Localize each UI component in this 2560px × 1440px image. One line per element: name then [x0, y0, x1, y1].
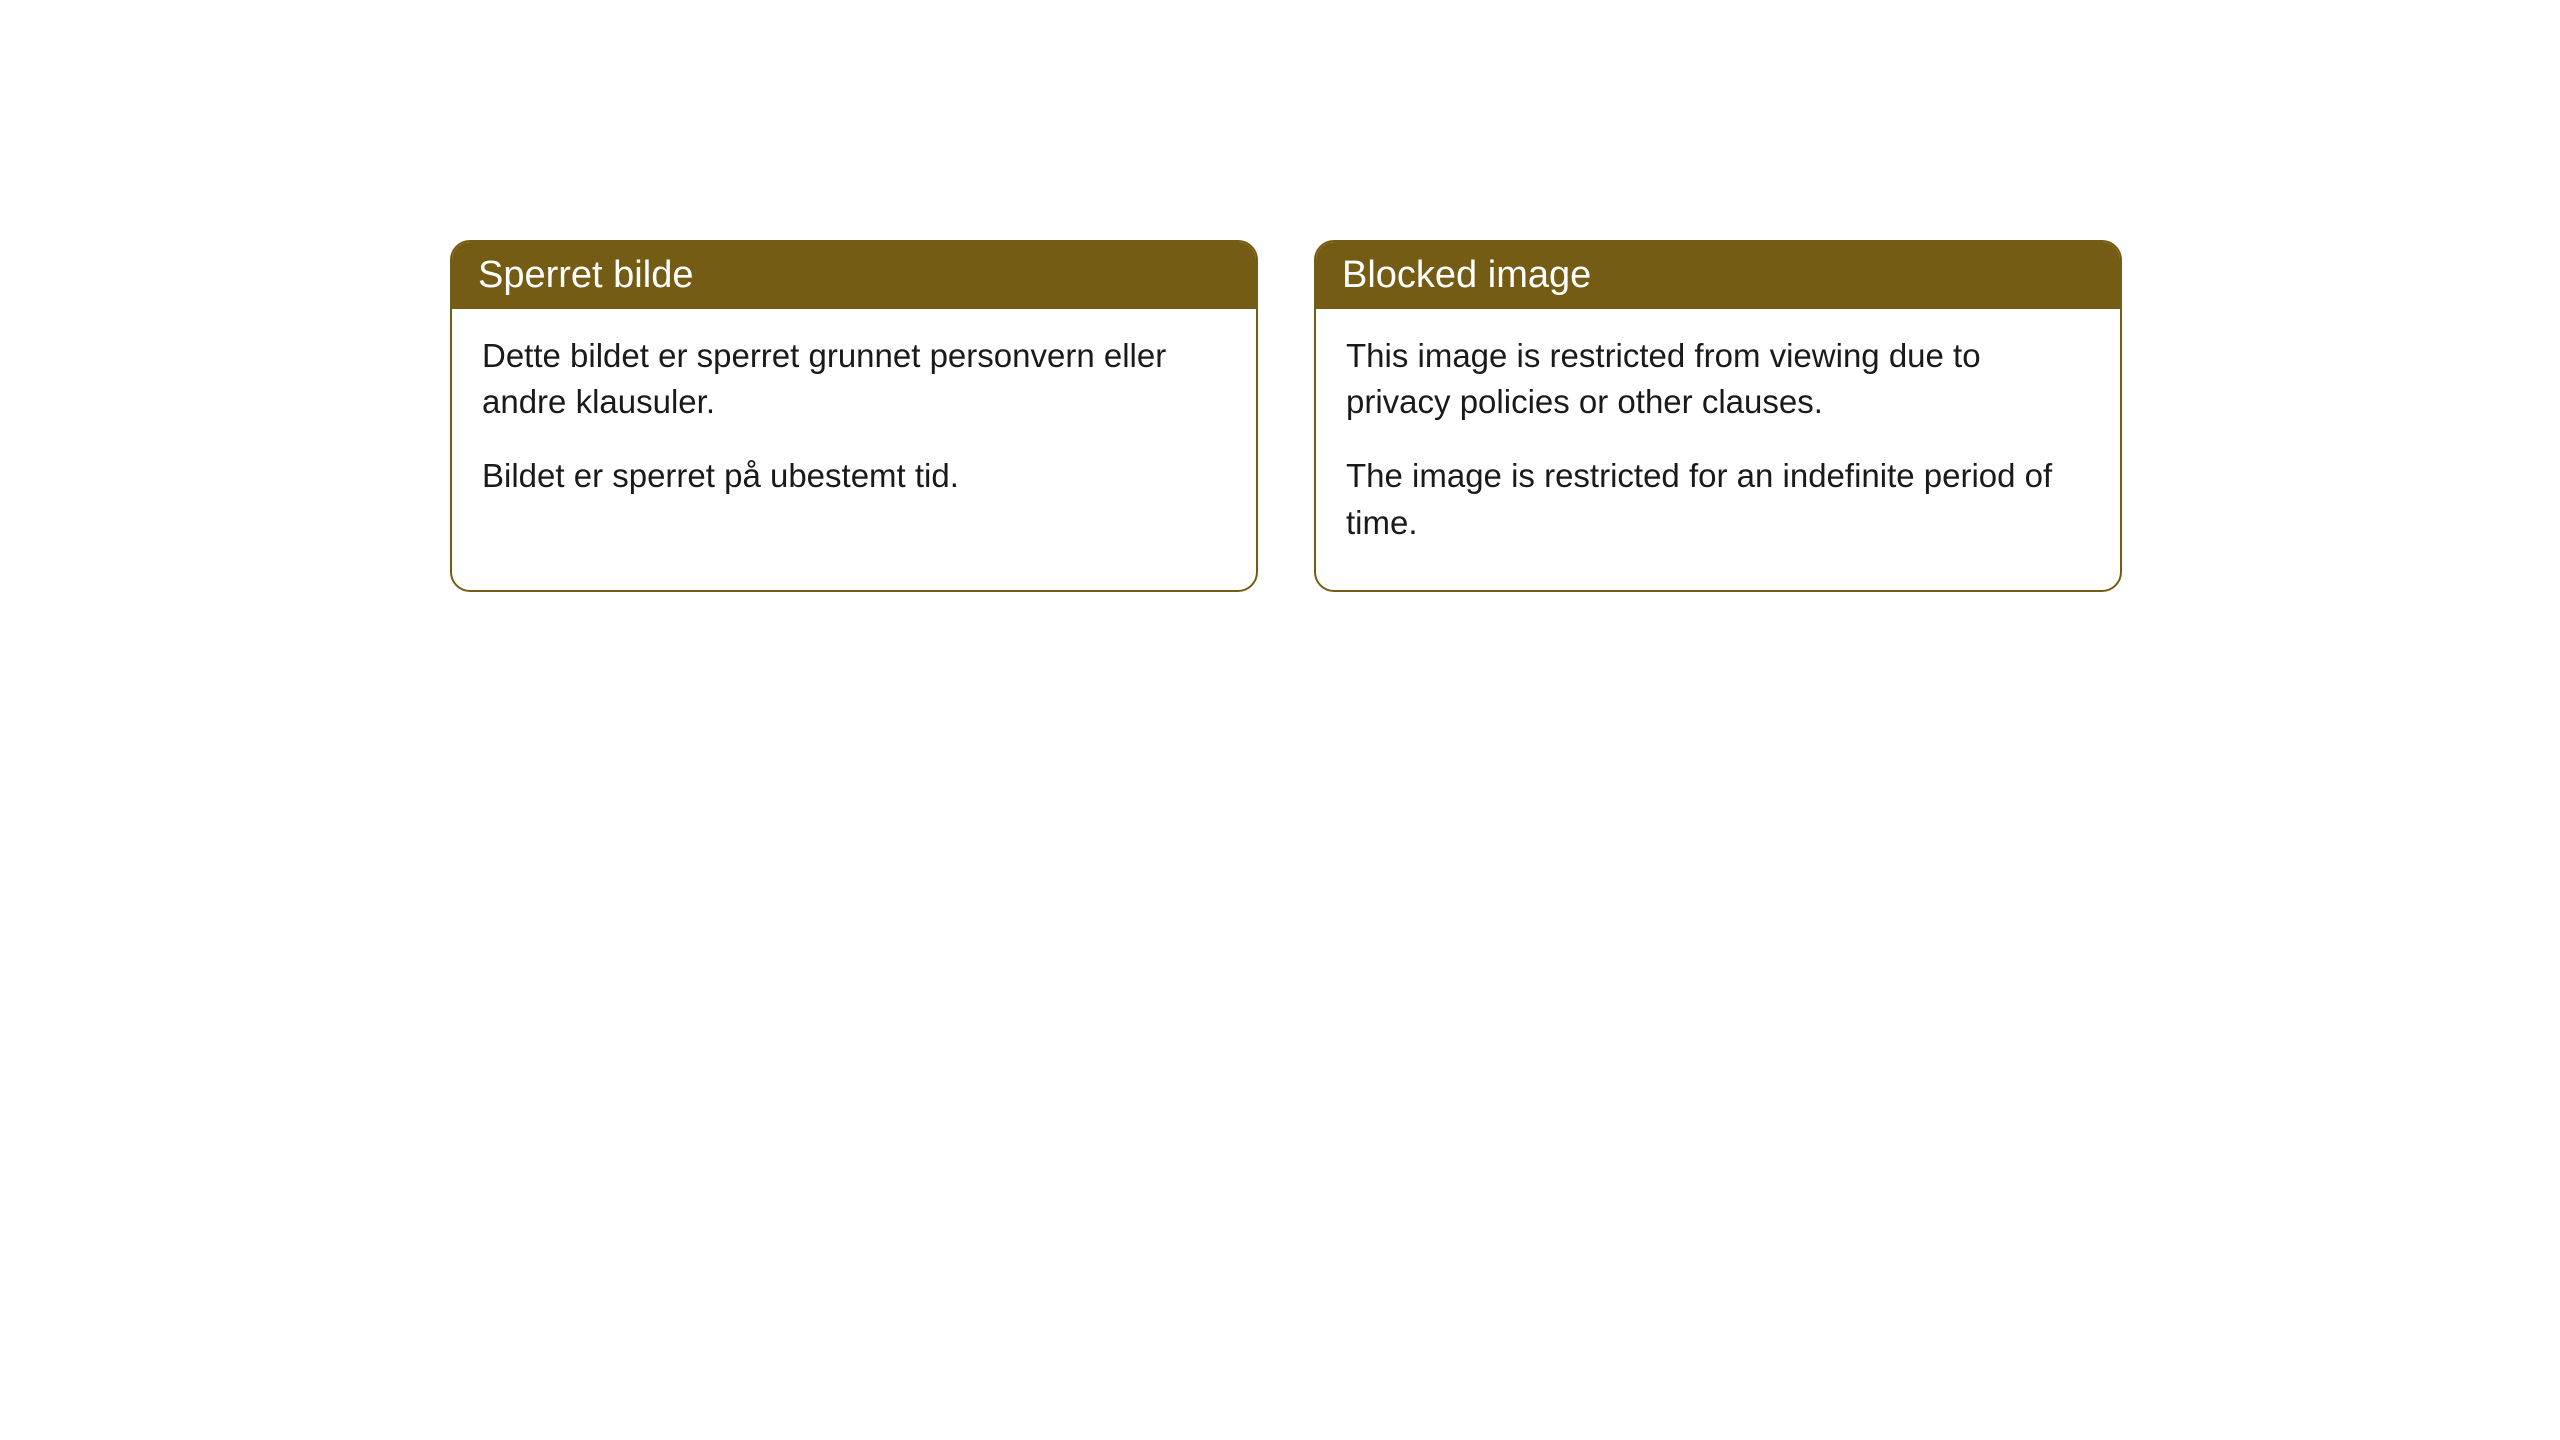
card-body-no: Dette bildet er sperret grunnet personve… — [452, 309, 1256, 544]
card-paragraph-1-no: Dette bildet er sperret grunnet personve… — [482, 333, 1226, 425]
cards-container: Sperret bilde Dette bildet er sperret gr… — [450, 240, 2122, 592]
card-body-en: This image is restricted from viewing du… — [1316, 309, 2120, 590]
card-paragraph-2-no: Bildet er sperret på ubestemt tid. — [482, 453, 1226, 499]
card-header-no: Sperret bilde — [452, 242, 1256, 309]
blocked-image-card-no: Sperret bilde Dette bildet er sperret gr… — [450, 240, 1258, 592]
card-paragraph-1-en: This image is restricted from viewing du… — [1346, 333, 2090, 425]
blocked-image-card-en: Blocked image This image is restricted f… — [1314, 240, 2122, 592]
card-header-en: Blocked image — [1316, 242, 2120, 309]
card-paragraph-2-en: The image is restricted for an indefinit… — [1346, 453, 2090, 545]
